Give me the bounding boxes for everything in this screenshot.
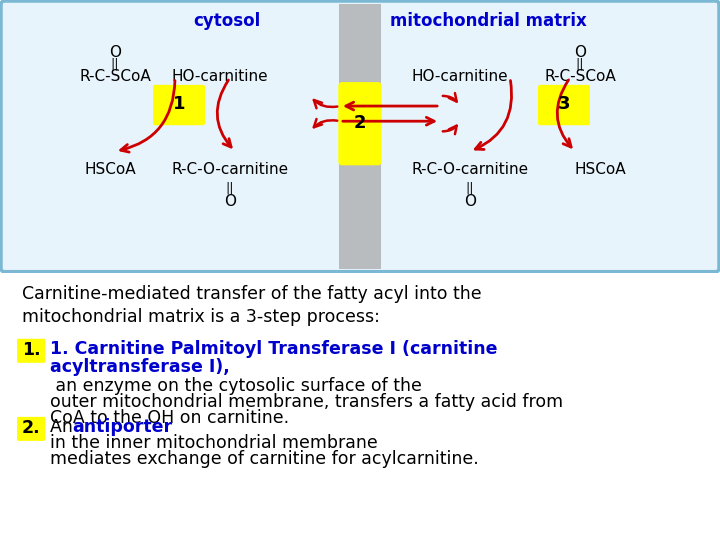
FancyBboxPatch shape: [538, 85, 590, 125]
Text: ||: ||: [576, 58, 584, 71]
Text: An: An: [50, 418, 78, 436]
FancyBboxPatch shape: [339, 83, 381, 165]
Text: R-C-SCoA: R-C-SCoA: [79, 69, 151, 84]
Text: O: O: [109, 45, 121, 60]
Text: 1. Carnitine Palmitoyl Transferase I (carnitine: 1. Carnitine Palmitoyl Transferase I (ca…: [50, 340, 498, 358]
Text: ||: ||: [111, 58, 120, 71]
Text: HSCoA: HSCoA: [84, 161, 136, 177]
Text: acyltransferase I),: acyltransferase I),: [50, 358, 230, 376]
Text: HSCoA: HSCoA: [574, 161, 626, 177]
Text: outer mitochondrial membrane, transfers a fatty acid from: outer mitochondrial membrane, transfers …: [50, 393, 563, 411]
Text: HO-carnitine: HO-carnitine: [412, 69, 508, 84]
Text: O: O: [574, 45, 586, 60]
Text: mediates exchange of carnitine for acylcarnitine.: mediates exchange of carnitine for acylc…: [50, 450, 479, 468]
FancyBboxPatch shape: [153, 85, 205, 125]
Text: 2: 2: [354, 114, 366, 132]
Text: CoA to the OH on carnitine.: CoA to the OH on carnitine.: [50, 409, 289, 427]
Text: ||: ||: [226, 182, 234, 195]
Text: O: O: [464, 194, 476, 209]
Text: 1.: 1.: [22, 341, 40, 359]
Text: 1: 1: [173, 95, 185, 113]
Text: R-C-O-carnitine: R-C-O-carnitine: [171, 161, 289, 177]
Text: O: O: [224, 194, 236, 209]
Text: mitochondrial matrix: mitochondrial matrix: [390, 12, 587, 30]
Text: in the inner mitochondrial membrane: in the inner mitochondrial membrane: [50, 434, 378, 452]
Text: cytosol: cytosol: [193, 12, 260, 30]
Bar: [339, 4, 381, 269]
Text: Carnitine-mediated transfer of the fatty acyl into the
mitochondrial matrix is a: Carnitine-mediated transfer of the fatty…: [22, 285, 482, 326]
Text: 2.: 2.: [22, 419, 40, 437]
FancyBboxPatch shape: [17, 339, 45, 363]
Text: R-C-O-carnitine: R-C-O-carnitine: [411, 161, 528, 177]
Text: ||: ||: [466, 182, 474, 195]
Text: HO-carnitine: HO-carnitine: [171, 69, 269, 84]
FancyBboxPatch shape: [17, 417, 45, 441]
Text: R-C-SCoA: R-C-SCoA: [544, 69, 616, 84]
FancyBboxPatch shape: [1, 1, 719, 272]
Text: 3: 3: [558, 95, 570, 113]
Text: antiporter: antiporter: [72, 418, 172, 436]
Text: an enzyme on the cytosolic surface of the: an enzyme on the cytosolic surface of th…: [50, 377, 422, 395]
